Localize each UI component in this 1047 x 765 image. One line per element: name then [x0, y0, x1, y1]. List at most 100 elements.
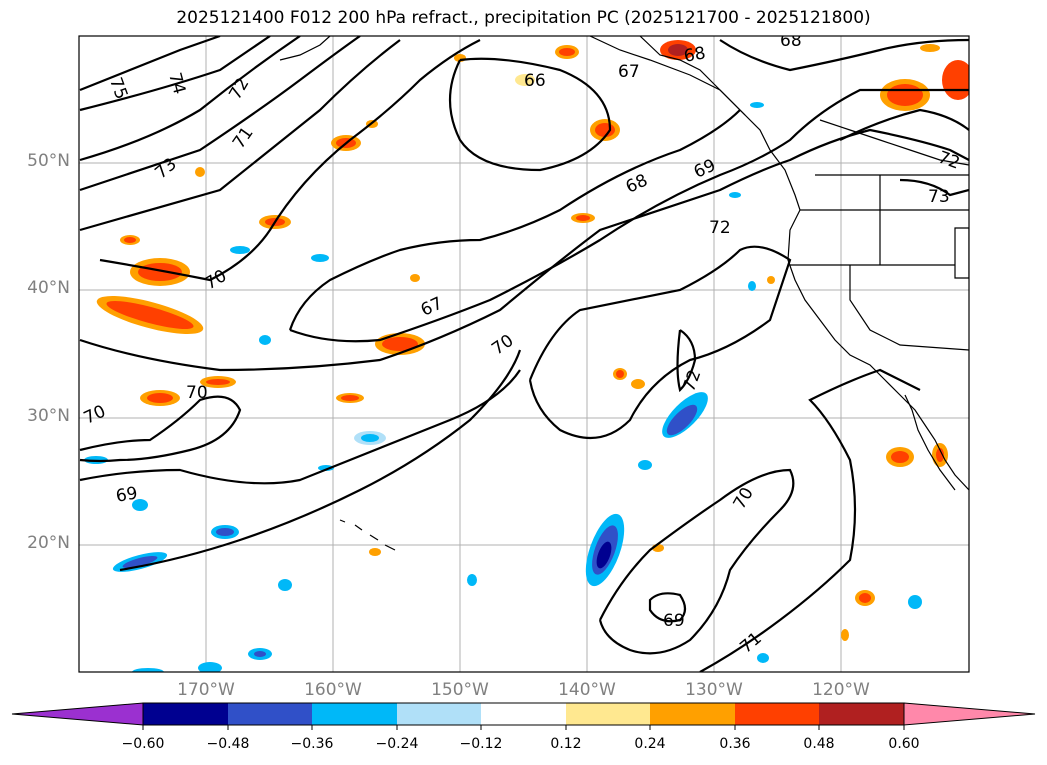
precip-patch	[662, 392, 708, 438]
colorbar	[11, 702, 1036, 730]
precip-patch	[195, 167, 205, 177]
contour-line	[119, 349, 522, 572]
contour-label: 73	[928, 187, 950, 207]
precip-patch	[132, 499, 148, 511]
contour-line	[598, 468, 795, 655]
precip-patch	[855, 590, 875, 606]
colorbar-tick-label: 0.48	[803, 736, 835, 752]
contour-line	[448, 57, 612, 172]
precip-patch	[880, 79, 930, 111]
colorbar-tick-label: 0.36	[719, 736, 751, 752]
contour-line	[288, 109, 741, 331]
precip-patch	[198, 662, 222, 672]
precip-patch	[467, 574, 477, 586]
contour-line	[839, 108, 969, 141]
precip-patch	[248, 648, 272, 660]
precip-patch	[660, 40, 696, 60]
precip-patch	[757, 653, 769, 663]
precip-patch	[920, 44, 940, 52]
contour-label: 67	[618, 62, 640, 82]
contour-line	[79, 369, 521, 485]
plot-frame	[78, 35, 970, 673]
canada-coast	[819, 119, 969, 166]
contour-line	[528, 245, 792, 440]
lon-label-150w: 150°W	[431, 680, 489, 700]
colorbar-segment	[819, 703, 904, 725]
coast-box	[954, 227, 969, 279]
precip-patch	[638, 460, 652, 470]
lon-label-120w: 120°W	[812, 680, 870, 700]
colorbar-segment	[228, 703, 312, 725]
precip-patch	[130, 258, 190, 286]
precip-patch	[96, 296, 204, 334]
precip-patch	[410, 274, 420, 282]
colorbar-under-arrow	[11, 702, 144, 726]
contour-line	[648, 592, 687, 623]
lat-label-20n: 20°N	[27, 533, 70, 553]
colorbar-tick-label: −0.48	[206, 736, 250, 752]
contour-label: 68	[682, 43, 707, 66]
precip-patch	[112, 552, 168, 572]
contour-line	[79, 36, 301, 162]
precip-patch	[613, 368, 627, 380]
colorbar-segment	[397, 703, 481, 725]
colorbar-tick-label: −0.24	[375, 736, 419, 752]
contour-line	[289, 88, 969, 343]
precip-patch	[354, 431, 386, 445]
colorbar-tick-label: 0.12	[550, 736, 582, 752]
precip-patch	[932, 443, 948, 467]
colorbar-tick-label: 0.24	[634, 736, 666, 752]
colorbar-over-arrow	[903, 702, 1036, 726]
contour-label: 70	[186, 383, 208, 403]
contour-line	[79, 128, 969, 372]
colorbar-tick-label: 0.60	[888, 736, 920, 752]
precip-patch	[729, 192, 741, 198]
coastlines	[279, 36, 969, 551]
refractivity-contours	[79, 36, 969, 672]
precip-patch	[336, 393, 364, 403]
contour-line	[899, 178, 969, 197]
contour-line	[79, 36, 361, 192]
colorbar-segment	[735, 703, 819, 725]
colorbar-segment	[312, 703, 397, 725]
colorbar-segment	[143, 703, 228, 725]
contour-line	[699, 368, 921, 672]
precip-patch	[318, 465, 334, 471]
contour-line	[719, 38, 969, 72]
contour-label: 69	[663, 611, 685, 631]
precip-patch	[278, 579, 292, 591]
contour-line	[676, 329, 697, 393]
lon-label-140w: 140°W	[558, 680, 616, 700]
colorbar-tick-label: −0.60	[121, 736, 165, 752]
precip-patch	[571, 213, 595, 223]
colorbar-tick-label: −0.36	[290, 736, 334, 752]
precip-patch	[555, 45, 579, 59]
precip-patch	[311, 254, 329, 262]
precip-patch	[140, 390, 180, 406]
contour-label: 66	[524, 71, 546, 91]
precip-patch	[841, 629, 849, 641]
contour-label: 72	[709, 218, 731, 238]
contour-line	[99, 39, 481, 282]
precip-patch	[631, 379, 645, 389]
precip-patch	[886, 447, 914, 467]
precip-patch	[230, 246, 250, 254]
lon-label-160w: 160°W	[304, 680, 362, 700]
contour-line	[79, 39, 401, 232]
colorbar-segment	[566, 703, 650, 725]
contour-label: 69	[114, 483, 139, 506]
lat-label-40n: 40°N	[27, 278, 70, 298]
precip-patch	[908, 595, 922, 609]
contour-line	[79, 36, 221, 92]
plot-area	[79, 36, 969, 672]
contour-line	[79, 36, 271, 112]
precip-patch	[750, 102, 764, 108]
baja-coast	[904, 394, 956, 491]
lon-label-130w: 130°W	[685, 680, 743, 700]
contour-line	[79, 395, 242, 463]
lat-label-50n: 50°N	[27, 151, 70, 171]
precip-patch	[585, 513, 625, 587]
precip-patch	[515, 74, 535, 86]
lat-label-30n: 30°N	[27, 406, 70, 426]
state-border-2	[849, 265, 969, 351]
